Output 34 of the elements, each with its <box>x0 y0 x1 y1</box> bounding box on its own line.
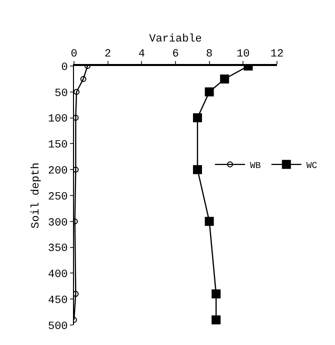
y-tick-label: 350 <box>48 243 68 256</box>
y-tick-label: 300 <box>48 217 68 230</box>
point <box>192 165 202 174</box>
x-tick-label: 2 <box>104 48 112 61</box>
x-tick-label: 0 <box>70 48 78 61</box>
legend-label: WB <box>250 160 262 171</box>
point <box>74 114 79 121</box>
x-tick-label: 4 <box>138 48 146 61</box>
point <box>74 290 79 297</box>
y-tick-label: 0 <box>61 62 68 74</box>
y-tick-label: 400 <box>48 269 68 282</box>
point <box>204 216 214 226</box>
legend-label: WC <box>306 160 318 171</box>
x-axis-title: Variable <box>149 34 202 46</box>
point <box>220 74 230 84</box>
y-tick-label: 150 <box>48 140 68 152</box>
y-tick-label: 500 <box>48 320 68 333</box>
point <box>192 113 202 122</box>
y-tick-label: 200 <box>48 165 68 178</box>
x-tick-label: 6 <box>172 48 179 61</box>
point <box>212 315 221 324</box>
x-tick-label: 12 <box>270 48 284 61</box>
point <box>204 87 214 96</box>
point <box>74 166 79 173</box>
y-tick-label: 50 <box>54 88 68 100</box>
y-tick-label: 250 <box>48 191 68 204</box>
x-tick-label: 8 <box>206 48 213 61</box>
point <box>74 88 80 95</box>
x-tick-label: 10 <box>236 48 250 61</box>
point <box>80 76 86 82</box>
point <box>212 289 221 298</box>
y-axis-title: Soil depth <box>30 162 43 229</box>
y-tick-label: 100 <box>48 114 68 126</box>
y-tick-label: 450 <box>48 294 68 307</box>
